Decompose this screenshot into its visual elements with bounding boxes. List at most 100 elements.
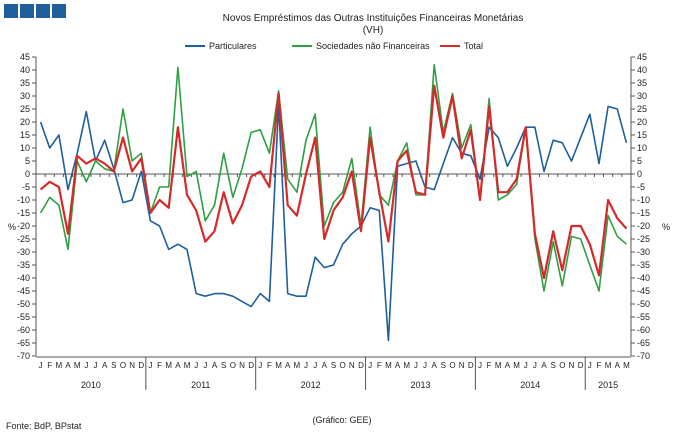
- y-tick-label-left: -55: [17, 312, 30, 322]
- chart-title: Novos Empréstimos das Outras Instituiçõe…: [223, 13, 524, 24]
- month-label: O: [120, 361, 126, 370]
- y-tick-label-left: 0: [25, 169, 30, 179]
- month-label: O: [559, 361, 565, 370]
- y-tick-label-left: -65: [17, 338, 30, 348]
- series-line-1: [39, 103, 628, 342]
- y-tick-label-right: -40: [637, 273, 650, 283]
- y-tick-label-left: -10: [17, 195, 30, 205]
- month-label: M: [294, 361, 301, 370]
- series-lines: [39, 64, 628, 342]
- y-tick-label-left: -15: [17, 208, 30, 218]
- y-tick-label-left: -40: [17, 273, 30, 283]
- y-tick-label-left: -60: [17, 325, 30, 335]
- month-label: D: [468, 361, 474, 370]
- month-label: M: [495, 361, 502, 370]
- logo: [4, 4, 66, 18]
- month-label: M: [275, 361, 282, 370]
- legend-label-2: Sociedades não Financeiras: [316, 41, 430, 51]
- year-label: 2011: [191, 380, 210, 390]
- month-label: F: [267, 361, 272, 370]
- y-tick-label-left: -45: [17, 286, 30, 296]
- graph-credit: (Gráfico: GEE): [312, 415, 371, 425]
- y-tick-label-right: -15: [637, 208, 650, 218]
- y-tick-label-right: 10: [637, 143, 647, 153]
- month-label: S: [551, 361, 556, 370]
- month-label: D: [358, 361, 364, 370]
- month-label: M: [385, 361, 392, 370]
- month-label: J: [304, 361, 308, 370]
- legend: Particulares Sociedades não Financeiras To…: [185, 41, 483, 51]
- y-tick-label-left: 30: [20, 91, 30, 101]
- month-label: M: [56, 361, 63, 370]
- y-axis-unit-left: %: [8, 222, 16, 232]
- month-label: A: [285, 361, 291, 370]
- month-label: J: [84, 361, 88, 370]
- y-tick-label-right: 35: [637, 78, 647, 88]
- month-label: J: [524, 361, 528, 370]
- month-label: N: [569, 361, 575, 370]
- chart-subtitle: (VH): [363, 25, 384, 36]
- y-tick-label-right: 30: [637, 91, 647, 101]
- month-label: J: [194, 361, 198, 370]
- month-label: O: [230, 361, 236, 370]
- logo-square-3: [36, 4, 50, 18]
- logo-square-2: [20, 4, 34, 18]
- month-label: S: [331, 361, 336, 370]
- y-tick-label-right: 45: [637, 52, 647, 62]
- month-label: J: [39, 361, 43, 370]
- month-label: A: [175, 361, 181, 370]
- y-tick-label-right: -10: [637, 195, 650, 205]
- month-label: F: [597, 361, 602, 370]
- month-label: M: [74, 361, 81, 370]
- y-tick-label-left: -5: [22, 182, 30, 192]
- y-tick-label-right: 40: [637, 65, 647, 75]
- y-tick-label-right: 0: [637, 169, 642, 179]
- y-tick-label-right: -45: [637, 286, 650, 296]
- month-label: J: [414, 361, 418, 370]
- y-tick-label-left: 5: [25, 156, 30, 166]
- y-tick-label-left: 25: [20, 104, 30, 114]
- y-tick-label-right: -55: [637, 312, 650, 322]
- y-tick-label-right: -35: [637, 260, 650, 270]
- y-tick-label-right: 25: [637, 104, 647, 114]
- month-label: J: [148, 361, 152, 370]
- month-label: N: [459, 361, 465, 370]
- y-tick-label-left: -20: [17, 221, 30, 231]
- y-tick-label-right: -50: [637, 299, 650, 309]
- month-label: M: [623, 361, 630, 370]
- month-label: M: [165, 361, 172, 370]
- y-tick-label-right: -65: [637, 338, 650, 348]
- month-label: F: [157, 361, 162, 370]
- month-label: N: [129, 361, 135, 370]
- year-label: 2012: [301, 380, 321, 390]
- month-label: S: [221, 361, 226, 370]
- month-label: F: [377, 361, 382, 370]
- y-tick-label-right: -5: [637, 182, 645, 192]
- month-label: A: [432, 361, 438, 370]
- month-label: J: [588, 361, 592, 370]
- y-tick-label-left: 10: [20, 143, 30, 153]
- month-label: O: [449, 361, 455, 370]
- month-label: N: [349, 361, 355, 370]
- year-label: 2014: [520, 380, 540, 390]
- y-tick-label-left: 45: [20, 52, 30, 62]
- month-label: A: [212, 361, 218, 370]
- month-label: J: [203, 361, 207, 370]
- month-label: S: [111, 361, 116, 370]
- month-label: J: [368, 361, 372, 370]
- y-tick-label-right: -25: [637, 234, 650, 244]
- y-tick-label-right: 5: [637, 156, 642, 166]
- y-tick-label-left: 15: [20, 130, 30, 140]
- month-label: J: [94, 361, 98, 370]
- y-tick-label-right: 15: [637, 130, 647, 140]
- month-label: A: [322, 361, 328, 370]
- month-label: A: [615, 361, 621, 370]
- series-line-3: [39, 84, 628, 280]
- month-label: M: [605, 361, 612, 370]
- legend-label-3: Total: [464, 41, 483, 51]
- month-label: M: [513, 361, 520, 370]
- month-label: A: [102, 361, 108, 370]
- y-tick-label-right: 20: [637, 117, 647, 127]
- y-tick-label-left: -35: [17, 260, 30, 270]
